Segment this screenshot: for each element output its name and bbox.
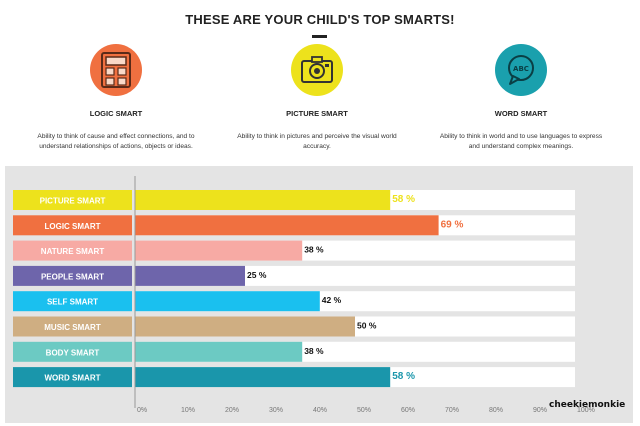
card-title: PICTURE SMART [286,109,348,118]
category-label: PICTURE SMART [40,197,106,206]
bar [135,316,355,337]
category-label: WORD SMART [45,374,101,383]
bar [135,291,320,312]
speech-bubble-icon: ABC [508,55,534,85]
category-label-box [13,215,132,236]
category-label: BODY SMART [46,348,100,357]
category-label-box [13,240,132,261]
card-desc-line: accuracy. [303,143,331,150]
logic-icon-circle [90,44,142,96]
bar [135,265,245,286]
card-desc-line: and understand complex meanings. [468,143,574,150]
bar-value-label: 38 % [304,245,324,255]
bar [135,240,303,261]
card-desc-line: Ability to think of cause and effect con… [37,133,195,140]
category-label-box [13,190,132,210]
x-tick-label: 50% [357,407,371,414]
calculator-icon [101,52,131,88]
card-description: Ability to think in world and to use lan… [416,132,626,152]
category-label: NATURE SMART [41,247,105,256]
x-tick-label: 90% [533,407,547,414]
category-label-box [13,265,132,286]
camera-icon [301,56,333,83]
card-word-smart: ABC WORD SMART Ability to think in world… [416,44,626,152]
chart-panel: PICTURE SMART 58 % LOGIC SMART 69 % NATURE S… [5,166,633,423]
x-tick-label: 30% [269,407,283,414]
bar-value-label: 58 % [392,371,415,382]
word-icon-circle: ABC [495,44,547,96]
x-tick-label: 70% [445,407,459,414]
card-logic-smart: LOGIC SMART Ability to think of cause an… [11,44,221,152]
bar [135,341,303,362]
bar [135,367,391,388]
x-tick-label: 60% [401,407,415,414]
page-title: THESE ARE YOUR CHILD'S TOP SMARTS! [185,12,455,27]
category-label: PEOPLE SMART [41,272,104,281]
category-label-box [13,341,132,362]
card-title: LOGIC SMART [89,109,143,118]
picture-icon-circle [291,44,343,96]
x-tick-label: 80% [489,407,503,414]
category-label: LOGIC SMART [45,222,101,231]
bar-value-label: 58 % [392,194,415,205]
x-tick-label: 20% [225,407,239,414]
bar-value-label: 69 % [441,219,464,230]
watermark: cheekiemonkie [549,400,626,410]
category-label-box [13,291,132,312]
card-desc-line: Ability to think in world and to use lan… [439,133,603,140]
speech-bubble-text: ABC [513,65,529,73]
category-label-box [13,367,132,388]
bar-value-label: 42 % [322,295,342,305]
bar [135,190,391,210]
card-desc-line: understand relationships of actions, obj… [39,143,193,150]
x-tick-label: 40% [313,407,327,414]
card-description: Ability to think in pictures and perceiv… [212,132,422,152]
card-picture-smart: PICTURE SMART Ability to think in pictur… [212,44,422,152]
x-tick-label: 10% [181,407,195,414]
bar-value-label: 38 % [304,346,324,356]
bar [135,215,439,236]
x-tick-label: 0% [137,407,147,414]
category-label-box [13,316,132,337]
smarts-bar-chart: PICTURE SMART 58 % LOGIC SMART 69 % NATURE S… [13,176,595,414]
x-tick-label: 100% [577,407,595,414]
category-label: MUSIC SMART [44,323,101,332]
card-desc-line: Ability to think in pictures and perceiv… [237,133,397,140]
bar-value-label: 25 % [247,270,267,280]
category-label: SELF SMART [47,298,98,307]
bar-value-label: 50 % [357,321,377,331]
title-dash [312,35,327,38]
card-description: Ability to think of cause and effect con… [11,132,221,152]
card-title: WORD SMART [494,109,548,118]
